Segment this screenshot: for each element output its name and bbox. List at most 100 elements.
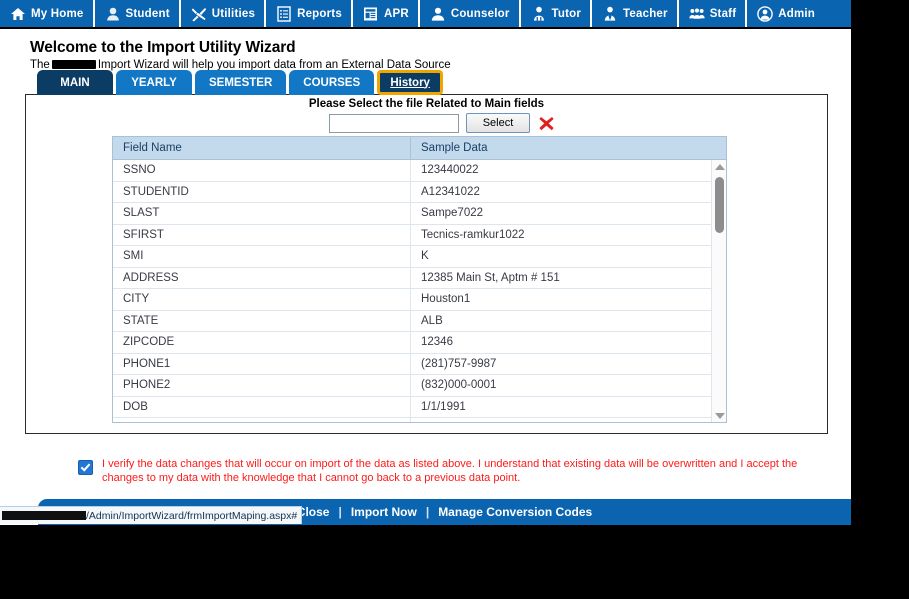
nav-item-student[interactable]: Student: [95, 0, 181, 27]
page-subtitle-after: Import Wizard will help you import data …: [97, 59, 451, 71]
nav-label: Tutor: [551, 7, 582, 20]
import-mapping-panel: Please Select the file Related to Main f…: [25, 94, 828, 434]
nav-item-counselor[interactable]: Counselor: [420, 0, 521, 27]
cell-field-name: PHONE2: [113, 375, 411, 396]
nav-item-tutor[interactable]: Tutor: [521, 0, 593, 27]
file-select-row: Select: [329, 113, 555, 133]
status-bar-url: /Admin/ImportWizard/frmImportMaping.aspx…: [0, 506, 303, 524]
nav-label: Counselor: [450, 7, 510, 20]
home-icon: [10, 6, 26, 22]
table-row[interactable]: SFIRST Tecnics-ramkur1022: [113, 224, 726, 246]
field-mapping-grid: Field Name Sample Data SSNO 123440022 ST…: [112, 136, 727, 423]
grid-vertical-scrollbar[interactable]: [711, 160, 726, 422]
cell-sample-data: Houston1: [421, 293, 471, 306]
nav-item-teacher[interactable]: Teacher: [592, 0, 679, 27]
table-row[interactable]: SMI K: [113, 246, 726, 268]
cell-sample-data: Tecnics-ramkur1022: [421, 228, 525, 241]
cell-field-name: SFIRST: [113, 224, 411, 245]
nav-item-utilities[interactable]: Utilities: [181, 0, 267, 27]
table-row[interactable]: STUDENTID A12341022: [113, 181, 726, 203]
people-group-icon: [689, 6, 705, 22]
nav-item-admin[interactable]: Admin: [747, 0, 824, 27]
tab-courses[interactable]: COURSES: [289, 70, 375, 95]
nav-item-reports[interactable]: Reports: [266, 0, 353, 27]
cell-sample-data: 9/1/2015: [411, 418, 726, 422]
select-file-button[interactable]: Select: [466, 113, 530, 133]
table-row[interactable]: STATE ALB: [113, 310, 726, 332]
grid-header-sample-data: Sample Data: [421, 142, 488, 154]
nav-label: Utilities: [211, 7, 256, 20]
cell-field-name: STUDENTID: [113, 181, 411, 202]
page-subtitle-before: The: [30, 59, 50, 71]
nav-item-staff[interactable]: Staff: [679, 0, 748, 27]
nav-label: Admin: [778, 7, 816, 20]
report-page-icon: [363, 6, 379, 22]
cell-field-name: DOB: [113, 396, 411, 417]
tab-history[interactable]: History: [377, 70, 444, 95]
grid-header-row: Field Name Sample Data: [113, 137, 726, 160]
list-document-icon: [276, 5, 292, 22]
person-icon: [430, 6, 446, 22]
nav-label: Student: [125, 7, 170, 20]
table-row[interactable]: CITY Houston1: [113, 289, 726, 311]
cell-sample-data: 12346: [421, 336, 453, 349]
action-separator: |: [425, 505, 430, 519]
scroll-down-arrow-icon[interactable]: [712, 409, 726, 422]
nav-item-my-home[interactable]: My Home: [0, 0, 95, 27]
scroll-up-arrow-icon[interactable]: [712, 160, 726, 174]
table-row[interactable]: ADDRESS 12385 Main St, Aptm # 151: [113, 267, 726, 289]
cell-field-name: SLAST: [113, 203, 411, 224]
table-row[interactable]: PHONE1 (281)757-9987: [113, 353, 726, 375]
table-row[interactable]: SSNO 123440022: [113, 160, 726, 182]
tab-yearly[interactable]: YEARLY: [116, 70, 192, 95]
nav-item-apr[interactable]: APR: [353, 0, 420, 27]
redacted-domain: [2, 511, 86, 520]
page-subtitle: The Import Wizard will help you import da…: [30, 59, 451, 71]
table-row[interactable]: PHONE2 (832)000-0001: [113, 375, 726, 397]
grid-header-field-name: Field Name: [113, 137, 411, 159]
manage-conversion-codes-button[interactable]: Manage Conversion Codes: [438, 505, 593, 519]
scrollbar-thumb[interactable]: [715, 177, 724, 233]
person-circle-icon: [757, 5, 774, 22]
file-path-input[interactable]: [329, 113, 459, 133]
table-row[interactable]: ZIPCODE 12346: [113, 332, 726, 354]
close-button[interactable]: Close: [296, 505, 330, 519]
redacted-brand-name: [51, 60, 96, 69]
table-row[interactable]: DOB 1/1/1991: [113, 396, 726, 418]
cell-sample-data: ALB: [421, 314, 443, 327]
cell-field-name: SMI: [113, 246, 411, 267]
person-tie-icon: [602, 6, 618, 22]
tab-semester[interactable]: SEMESTER: [195, 70, 287, 95]
nav-label: Teacher: [623, 7, 668, 20]
cell-sample-data: (281)757-9987: [421, 357, 497, 370]
person-podium-icon: [531, 6, 547, 22]
import-now-button[interactable]: Import Now: [350, 505, 417, 519]
verify-checkbox[interactable]: [78, 460, 93, 475]
cell-field-name: ZIPCODE: [113, 332, 411, 353]
nav-label: APR: [383, 7, 409, 20]
cell-sample-data: 1/1/1991: [421, 400, 466, 413]
cell-field-name: ADDRESS: [113, 267, 411, 288]
status-bar-url-path: /Admin/ImportWizard/frmImportMaping.aspx…: [86, 509, 298, 522]
table-row[interactable]: ENTRYDATE 9/1/2015: [113, 418, 726, 422]
cell-field-name: STATE: [113, 310, 411, 331]
file-select-label: Please Select the file Related to Main f…: [308, 98, 545, 110]
cell-sample-data: 123440022: [421, 164, 479, 177]
table-row[interactable]: SLAST Sampe7022: [113, 203, 726, 225]
cell-sample-data: 12385 Main St, Aptm # 151: [421, 271, 560, 284]
cell-sample-data: (832)000-0001: [421, 379, 497, 392]
grid-body: SSNO 123440022 STUDENTID A12341022 SLAST…: [113, 160, 726, 422]
application-window: My Home Student Utilities R: [0, 0, 851, 525]
page-title: Welcome to the Import Utility Wizard: [30, 39, 296, 56]
wizard-tab-strip: MAIN YEARLY SEMESTER COURSES History: [37, 70, 444, 95]
person-bust-icon: [105, 6, 121, 22]
cell-field-name: ENTRYDATE: [113, 418, 411, 422]
cell-sample-data: K: [421, 250, 429, 263]
cell-field-name: PHONE1: [113, 353, 411, 374]
nav-label: Staff: [709, 7, 737, 20]
nav-label: Reports: [297, 7, 342, 20]
tab-main[interactable]: MAIN: [37, 70, 113, 95]
red-x-icon[interactable]: [537, 114, 555, 132]
nav-label: My Home: [31, 7, 84, 20]
cell-sample-data: Sampe7022: [421, 207, 484, 220]
